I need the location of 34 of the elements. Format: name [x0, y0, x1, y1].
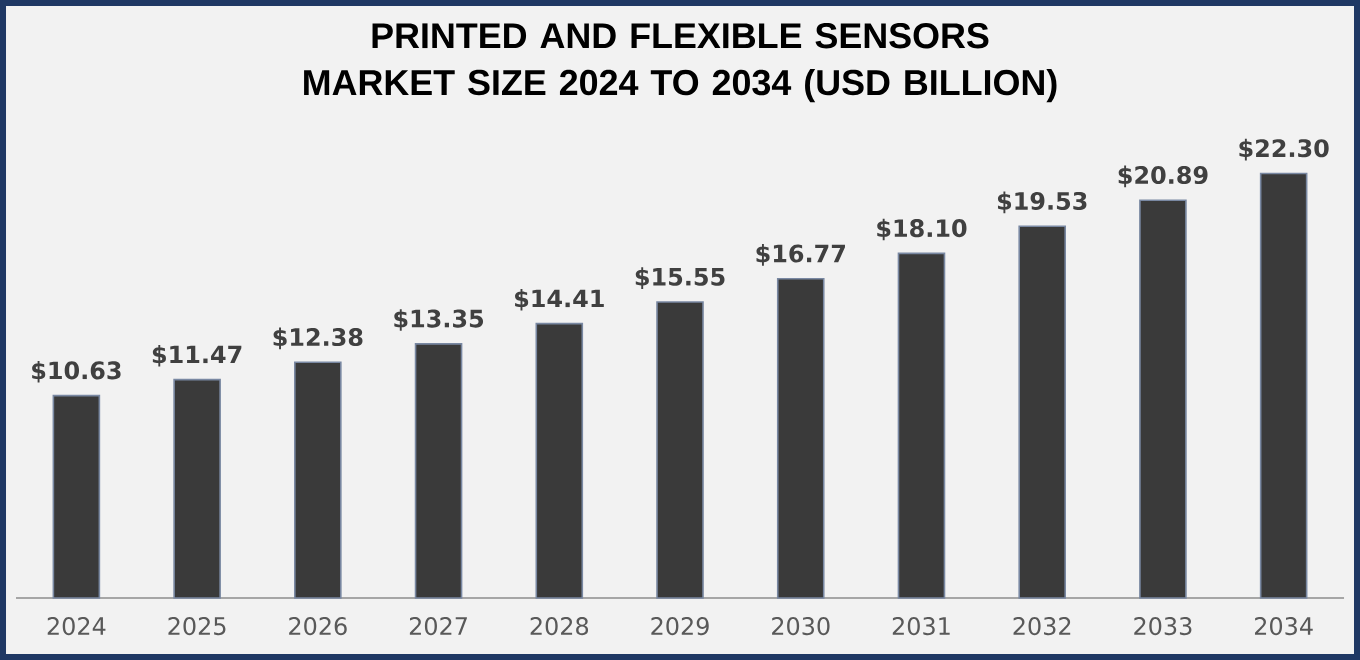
bar — [776, 277, 825, 599]
bar — [1139, 199, 1187, 599]
chart-title: PRINTED AND FLEXIBLE SENSORS MARKET SIZE 2024 TO 2034 (USD BILLION) — [304, 23, 1057, 103]
data-label: $18.10 — [877, 218, 967, 241]
data-label: $13.35 — [394, 309, 484, 331]
x-tick-label: 2027 — [409, 617, 467, 636]
bar — [52, 394, 101, 599]
bar — [535, 322, 584, 599]
x-tick-label: 2026 — [289, 617, 347, 636]
x-tick-label: 2029 — [651, 617, 709, 636]
data-label: $16.77 — [756, 244, 845, 266]
data-label: $12.38 — [273, 327, 363, 350]
x-tick-label: 2031 — [892, 617, 950, 636]
data-label: $11.47 — [152, 344, 242, 367]
x-tick-label: 2034 — [1254, 617, 1313, 636]
x-tick-label: 2030 — [772, 617, 830, 636]
x-tick-label: 2024 — [47, 617, 106, 636]
data-label: $14.41 — [515, 288, 604, 311]
x-tick-label: 2025 — [168, 617, 226, 636]
bar — [1259, 172, 1308, 599]
bar — [173, 378, 221, 599]
bar — [414, 343, 463, 599]
bar — [656, 301, 704, 599]
bar — [897, 252, 946, 599]
x-tick-label: 2033 — [1134, 617, 1192, 636]
data-label: $15.55 — [635, 267, 725, 289]
data-label: $10.63 — [32, 360, 121, 383]
data-label: $20.89 — [1118, 165, 1208, 188]
data-label: $22.30 — [1239, 138, 1329, 161]
x-tick-label: 2028 — [530, 617, 589, 636]
x-tick-label: 2032 — [1013, 617, 1071, 636]
bar — [1018, 225, 1067, 599]
data-label: $19.53 — [997, 191, 1087, 214]
bar — [294, 361, 342, 599]
